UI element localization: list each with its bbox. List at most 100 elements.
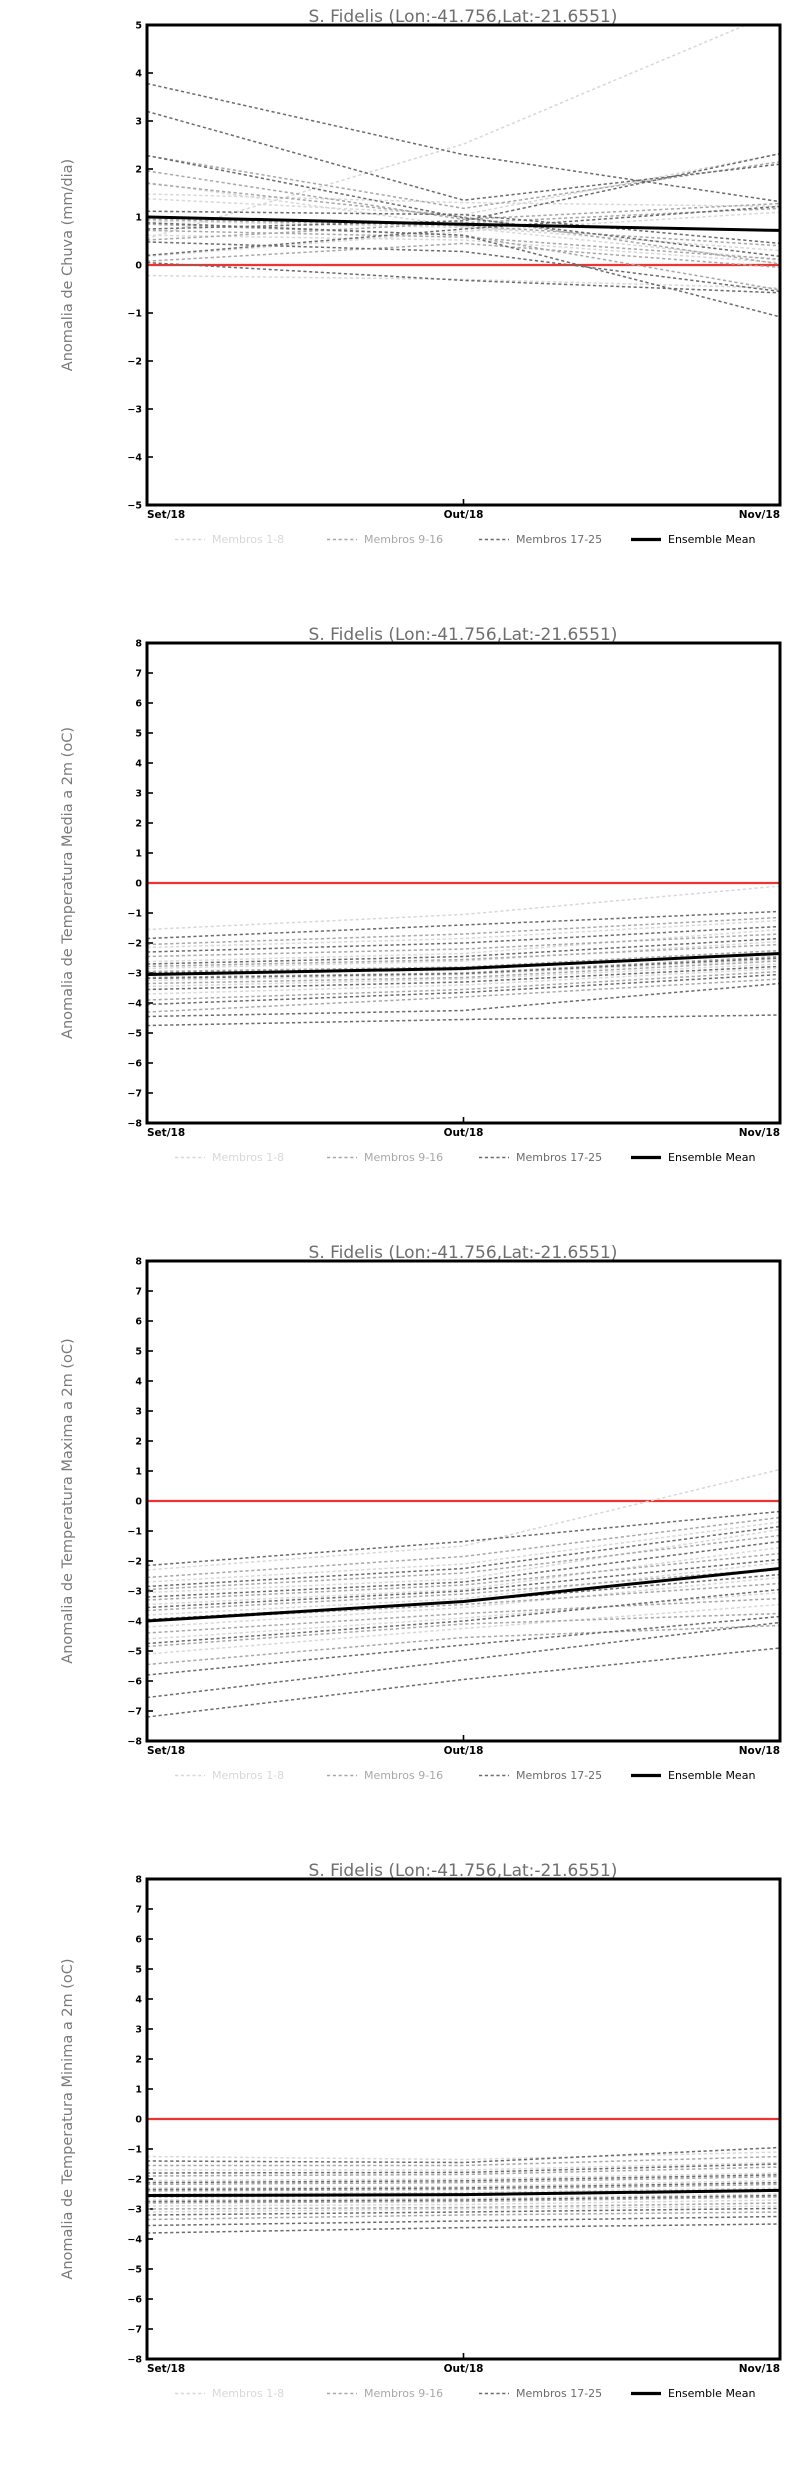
chart-title: S. Fidelis (Lon:-41.756,Lat:-21.6551) [309,7,618,27]
y-tick-label: −1 [127,1527,142,1538]
member-line [148,2166,779,2177]
chart-title: S. Fidelis (Lon:-41.756,Lat:-21.6551) [309,625,618,645]
legend-item[interactable]: Membros 9-16 [327,1151,443,1164]
x-axis: Set/18 Out/18 Nov/18 [146,2353,781,2375]
member-line [148,2223,779,2234]
member-line [148,170,779,221]
y-tick-label: 7 [135,1287,142,1298]
y-tick-label: 2 [135,2055,142,2066]
member-line [148,26,745,239]
member-line [148,2205,779,2213]
member-line [148,1621,779,1699]
legend-item[interactable]: Membros 17-25 [479,1769,602,1782]
y-tick-label: −2 [127,2175,142,2186]
legend-label: Membros 1-8 [212,1769,284,1782]
member-line [148,2183,779,2192]
y-axis: 5 4 3 2 1 0 −1 −2 −3 −4 −5 [127,21,153,512]
x-tick-label: Out/18 [444,509,484,521]
y-axis: 8 7 6 5 4 3 2 1 0 −1 −2 −3 −4 −5 −6 −7 −8 [127,1875,153,2366]
legend-item[interactable]: Membros 17-25 [479,533,602,546]
x-tick-label: Nov/18 [739,509,780,521]
legend-label: Ensemble Mean [668,1769,755,1782]
x-tick-label: Nov/18 [739,1745,780,1757]
y-tick-label: −3 [127,1587,142,1598]
member-line [148,885,779,931]
legend-item[interactable]: Membros 1-8 [175,533,284,546]
y-tick-label: 0 [135,261,142,272]
y-tick-label: 8 [135,1875,142,1886]
member-line [148,925,779,953]
legend-item[interactable]: Membros 17-25 [479,2387,602,2400]
x-tick-label: Set/18 [147,2363,185,2375]
y-tick-label: 2 [135,819,142,830]
member-line [148,1521,779,1583]
member-line [148,229,779,260]
member-line [148,218,779,247]
legend-item[interactable]: Ensemble Mean [631,1151,755,1164]
member-line [148,978,779,1013]
y-tick-label: 3 [135,1407,142,1418]
ensemble-mean-line [148,1567,779,1623]
legend-item[interactable]: Membros 1-8 [175,1769,284,1782]
y-axis-label: Anomalia de Temperatura Maxima a 2m (oC) [60,1338,76,1663]
y-tick-label: 5 [135,1965,142,1976]
legend-item[interactable]: Ensemble Mean [631,533,755,546]
member-line [148,1615,779,1676]
y-tick-label: −7 [127,2325,142,2336]
legend-item[interactable]: Membros 9-16 [327,533,443,546]
member-line [148,965,779,991]
y-axis-label: Anomalia de Temperatura Media a 2m (oC) [60,727,76,1039]
y-tick-label: −2 [127,357,142,368]
member-line [148,940,779,970]
y-axis: 8 7 6 5 4 3 2 1 0 −1 −2 −3 −4 −5 −6 −7 −8 [127,1257,153,1748]
y-tick-label: 4 [135,1995,142,2006]
member-line [148,2181,779,2191]
legend-label: Ensemble Mean [668,533,755,546]
y-tick-label: 8 [135,639,142,650]
member-line [148,207,779,241]
member-line [148,1014,779,1027]
chart-svg: S. Fidelis (Lon:-41.756,Lat:-21.6551) 5 4 3… [60,7,782,546]
legend-label: Membros 9-16 [364,2387,443,2400]
y-tick-label: 1 [135,213,142,224]
x-axis: Set/18 Out/18 Nov/18 [146,499,781,521]
legend-item[interactable]: Membros 17-25 [479,1151,602,1164]
member-line [148,111,779,201]
y-tick-label: −1 [127,2145,142,2156]
member-line [148,910,779,940]
member-line [148,1528,779,1594]
member-line [148,2179,779,2189]
member-line [148,1525,779,1588]
chart-panel: S. Fidelis (Lon:-41.756,Lat:-21.6551) 8 7 6… [0,1236,800,1854]
ensemble-mean-line [148,215,779,232]
legend-item[interactable]: Membros 1-8 [175,1151,284,1164]
y-tick-label: 7 [135,669,142,680]
chart-panel: S. Fidelis (Lon:-41.756,Lat:-21.6551) 8 7 6… [0,618,800,1236]
member-line [148,153,779,216]
member-line [148,2215,779,2227]
series-group [148,2117,779,2234]
legend: Membros 1-8 Membros 9-16 Membros 17-25 Ense… [175,533,755,546]
y-tick-label: −6 [127,2295,142,2306]
legend-item[interactable]: Ensemble Mean [631,2387,755,2400]
member-line [148,2161,779,2171]
x-tick-label: Nov/18 [739,2363,780,2375]
y-tick-label: 2 [135,1437,142,1448]
legend-label: Membros 1-8 [212,2387,284,2400]
member-line [148,970,779,1001]
legend-item[interactable]: Membros 9-16 [327,1769,443,1782]
legend-item[interactable]: Ensemble Mean [631,1769,755,1782]
y-tick-label: −4 [127,999,142,1010]
y-tick-label: 6 [135,699,142,710]
member-line [148,2172,779,2182]
member-line [148,1469,779,1571]
y-tick-label: −4 [127,453,142,464]
member-line [148,2207,779,2216]
legend-item[interactable]: Membros 1-8 [175,2387,284,2400]
y-tick-label: 8 [135,1257,142,1268]
legend-item[interactable]: Membros 9-16 [327,2387,443,2400]
y-tick-label: 0 [135,2115,142,2126]
member-line [148,1576,779,1628]
member-line [148,1510,779,1567]
